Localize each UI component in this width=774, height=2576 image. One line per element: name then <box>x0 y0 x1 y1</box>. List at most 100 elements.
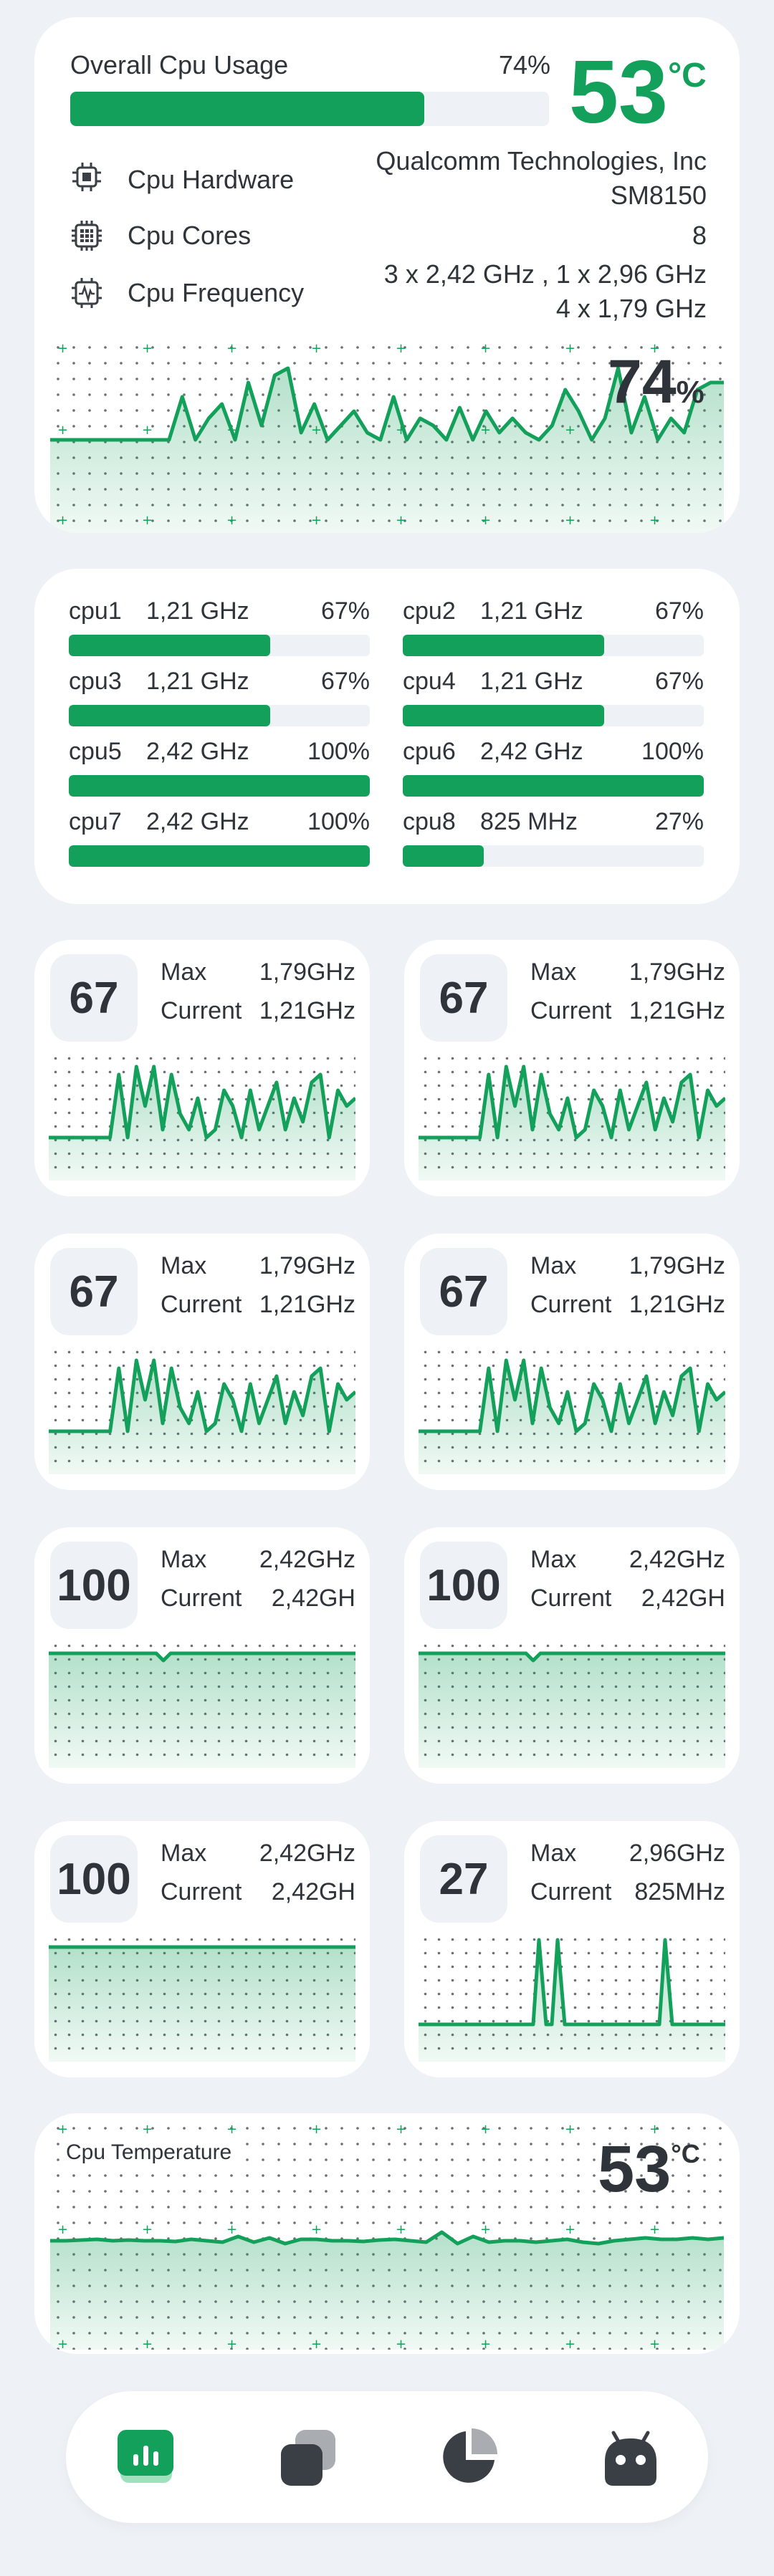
svg-text:+: + <box>311 341 322 356</box>
svg-text:+: + <box>565 341 575 356</box>
core-percent: 67% <box>320 597 370 625</box>
overview-usage-line <box>50 366 724 442</box>
temperature-card-readout: 53°C <box>598 2132 700 2207</box>
temperature-readout: 53°C <box>569 46 707 139</box>
temperature-card-title: Cpu Temperature <box>63 2140 235 2165</box>
nav-stats[interactable] <box>439 2427 499 2487</box>
core-load-graph <box>49 1057 355 1181</box>
temperature-unit: °C <box>667 57 707 95</box>
svg-text:+: + <box>226 341 237 356</box>
core-frequency: 2,42 GHz <box>480 738 583 765</box>
core-usage-bar-fill <box>69 845 370 867</box>
graph-usage-unit: % <box>676 375 704 410</box>
core-percent: 67% <box>654 597 704 625</box>
svg-text:+: + <box>480 341 491 356</box>
core-usage-bar <box>69 845 370 867</box>
graph-usage-readout: 74% <box>608 347 704 418</box>
svg-text:+: + <box>142 341 153 356</box>
current-frequency: 1,21GHz <box>629 997 725 1024</box>
core-usage-bar-fill <box>403 705 605 726</box>
cpu-hardware-label: Cpu Hardware <box>128 165 295 194</box>
core-name: cpu7 <box>69 808 122 835</box>
max-label: Max <box>530 1252 577 1279</box>
overview-card: Overall Cpu Usage 74% 53°C Cpu Hardware … <box>34 17 740 533</box>
current-label: Current <box>161 997 242 1024</box>
core-name: cpu3 <box>69 668 122 695</box>
core-load-graph <box>419 1644 725 1768</box>
core-frequency: 825 MHz <box>480 808 578 835</box>
current-frequency: 2,42GH <box>271 1878 355 1905</box>
core-usage-bar <box>403 705 704 726</box>
overall-usage-bar <box>70 92 549 126</box>
core-detail-card: 67 Max 1,79GHz Current 1,21GHz <box>404 1234 740 1490</box>
temperature-line <box>50 2230 724 2246</box>
core-load-graph <box>419 1057 725 1181</box>
cpu-frequency-value: 3 x 2,42 GHz , 1 x 2,96 GHz <box>383 259 707 289</box>
svg-text:+: + <box>311 2122 322 2137</box>
core-usage-bar-fill <box>69 775 370 797</box>
current-label: Current <box>161 1585 242 1612</box>
core-load-value: 67 <box>50 954 138 1042</box>
max-label: Max <box>161 1840 207 1867</box>
core-load-area <box>49 1653 355 1768</box>
core-percent: 67% <box>320 668 370 695</box>
svg-text:+: + <box>396 2222 406 2237</box>
core-detail-card: 27 Max 2,96GHz Current 825MHz <box>404 1821 740 2077</box>
max-frequency: 1,79GHz <box>259 1252 355 1279</box>
core-name: cpu1 <box>69 597 122 625</box>
bar-chart-icon <box>118 2430 173 2483</box>
core-load-value: 67 <box>420 954 507 1042</box>
svg-text:+: + <box>142 2122 153 2137</box>
core-usage-bar <box>69 775 370 797</box>
core-percent: 67% <box>654 668 704 695</box>
max-frequency: 1,79GHz <box>629 958 725 986</box>
temperature-area <box>50 2232 724 2350</box>
max-label: Max <box>161 958 207 986</box>
core-name: cpu4 <box>403 668 456 695</box>
core-usage-bar-fill <box>69 705 271 726</box>
temperature-card-unit: °C <box>671 2139 700 2168</box>
core-row-cpu1: cpu1 1,21 GHz 67% <box>69 597 370 662</box>
core-load-value: 67 <box>50 1248 138 1335</box>
max-frequency: 2,42GHz <box>259 1840 355 1867</box>
core-load-line <box>419 1938 725 2027</box>
current-frequency: 825MHz <box>634 1878 725 1905</box>
cpu-cores-value: 8 <box>692 221 707 250</box>
cores-icon <box>72 221 102 251</box>
core-load-value: 100 <box>50 1835 138 1923</box>
nav-android[interactable] <box>601 2428 661 2489</box>
current-frequency: 2,42GH <box>271 1585 355 1612</box>
core-usage-bar <box>403 775 704 797</box>
max-frequency: 2,42GHz <box>259 1546 355 1573</box>
svg-text:+: + <box>57 341 68 356</box>
pie-chart-icon <box>443 2428 497 2483</box>
max-label: Max <box>161 1252 207 1279</box>
graph-usage-value: 74 <box>608 347 677 416</box>
temperature-card-value: 53 <box>598 2133 672 2206</box>
core-detail-card: 67 Max 1,79GHz Current 1,21GHz <box>404 940 740 1196</box>
core-row-cpu4: cpu4 1,21 GHz 67% <box>403 668 704 732</box>
core-frequency: 2,42 GHz <box>146 808 249 835</box>
cpu-hardware-model: SM8150 <box>610 181 707 210</box>
frequency-icon <box>72 278 102 308</box>
current-label: Current <box>530 1878 612 1905</box>
core-row-cpu8: cpu8 825 MHz 27% <box>403 808 704 873</box>
core-load-value: 67 <box>420 1248 507 1335</box>
svg-text:+: + <box>226 2222 237 2237</box>
apps-icon <box>281 2430 335 2486</box>
core-row-cpu3: cpu3 1,21 GHz 67% <box>69 668 370 732</box>
max-frequency: 2,96GHz <box>629 1840 725 1867</box>
overall-usage-title: Overall Cpu Usage <box>70 50 289 80</box>
current-frequency: 1,21GHz <box>629 1291 725 1318</box>
core-usage-bar <box>69 635 370 656</box>
nav-apps[interactable] <box>278 2428 338 2489</box>
core-load-graph <box>49 1350 355 1474</box>
core-frequency: 1,21 GHz <box>480 597 583 625</box>
nav-cpu-usage[interactable] <box>116 2427 176 2487</box>
core-load-line <box>49 1064 355 1140</box>
core-load-value: 27 <box>420 1835 507 1923</box>
core-usage-bar-fill <box>403 845 484 867</box>
overall-usage-graph: ++++++++++++++++++++++++ <box>50 341 724 533</box>
core-frequency: 1,21 GHz <box>480 668 583 695</box>
core-detail-card: 100 Max 2,42GHz Current 2,42GH <box>404 1527 740 1784</box>
